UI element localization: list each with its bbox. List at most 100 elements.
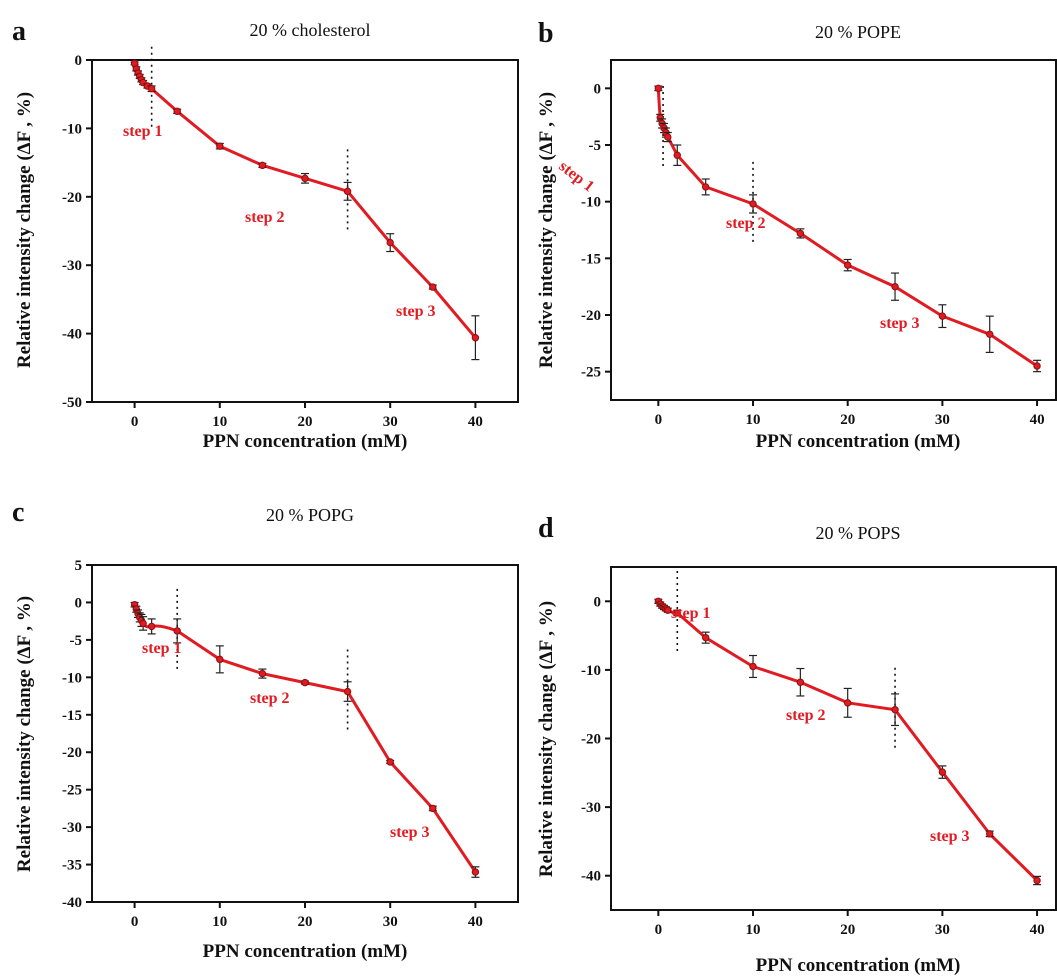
step-label: step 3 — [930, 828, 970, 845]
y-tick-label: -40 — [62, 895, 82, 911]
step-label: step 1 — [142, 640, 182, 657]
data-point — [429, 283, 437, 291]
y-tick-label: -30 — [62, 820, 82, 836]
x-tick-label: 10 — [746, 922, 761, 938]
step-label: step 3 — [880, 315, 920, 332]
y-tick-label: -25 — [62, 783, 82, 799]
step-label: step 2 — [786, 707, 826, 724]
chart-svg: a 20 % cholesterol 0 10 20 30 40 -50 -40 -30 -20 -1… — [12, 16, 519, 452]
chart-panel-a: a 20 % cholesterol 0 10 20 30 40 -50 -40 -30 -20 -1… — [0, 0, 528, 489]
data-point — [258, 161, 267, 170]
step-label: step 1 — [671, 605, 711, 622]
data-point — [654, 84, 663, 93]
fit-line — [656, 86, 1039, 368]
y-tick-label: -40 — [581, 869, 601, 885]
data-point — [749, 200, 757, 208]
y-tick-label: -15 — [62, 708, 82, 724]
step-label: step 1 — [123, 123, 163, 140]
panel-title: 20 % cholesterol — [250, 20, 371, 40]
data-point — [471, 868, 480, 876]
data-point — [796, 678, 805, 686]
panel-letter: b — [538, 18, 554, 49]
y-tick-label: -25 — [581, 365, 601, 381]
chart-svg: d 20 % POPS 0 10 20 30 40 -40 -30 -20 -10 0 PPN conc… — [536, 513, 1057, 976]
panel-title: 20 % POPG — [266, 505, 354, 525]
y-tick-label: -15 — [581, 251, 601, 267]
y-tick-label: 0 — [75, 53, 83, 69]
plot-frame — [610, 59, 1057, 401]
y-tick-label: -5 — [70, 633, 83, 649]
step-label: step 2 — [250, 690, 290, 707]
y-tick-label: -5 — [589, 138, 602, 154]
data-point — [301, 174, 309, 183]
panel-title: 20 % POPS — [815, 523, 900, 543]
data-point — [986, 830, 994, 838]
data-point — [844, 699, 852, 707]
data-point — [986, 330, 994, 338]
x-tick-label: 40 — [1030, 412, 1045, 428]
step-label: step 3 — [390, 824, 430, 841]
y-tick-label: 0 — [75, 595, 83, 611]
data-point — [301, 678, 309, 687]
data-point — [749, 662, 757, 671]
y-tick-label: 0 — [594, 81, 602, 97]
x-tick-label: 10 — [212, 414, 227, 430]
x-tick-label: 40 — [468, 914, 483, 930]
y-tick-label: 0 — [594, 594, 602, 610]
step-label: step 2 — [245, 209, 285, 226]
x-tick-label: 30 — [935, 412, 950, 428]
x-axis-title: PPN concentration (mM) — [756, 431, 961, 452]
data-point — [673, 609, 681, 617]
y-axis-title: Relative intensity change (ΔF , %) — [14, 92, 35, 368]
data-point — [386, 238, 394, 247]
data-point — [664, 606, 672, 614]
x-tick-label: 0 — [655, 922, 663, 938]
y-tick-label: -30 — [581, 800, 601, 816]
x-tick-label: 30 — [383, 414, 398, 430]
x-tick-label: 0 — [131, 914, 139, 930]
y-tick-label: -50 — [62, 395, 82, 411]
chart-svg: b 20 % POPE 0 10 20 30 40 -25 -20 -15 -10 -5 0 PPN co… — [536, 18, 1057, 452]
data-point — [891, 705, 899, 714]
x-tick-label: 20 — [840, 922, 855, 938]
data-point — [1033, 876, 1041, 885]
data-point — [938, 312, 947, 320]
data-point — [258, 669, 267, 678]
chart-panel-b: b 20 % POPE 0 10 20 30 40 -25 -20 -15 -10 -5 0 PPN co… — [528, 0, 1057, 489]
y-tick-label: -10 — [62, 670, 82, 686]
chart-panel-c: c 20 % POPG 0 10 20 30 40 -40 -35 -30 -25 -20 -15 -10… — [0, 489, 528, 978]
data-point — [343, 187, 352, 196]
x-axis-title: PPN concentration (mM) — [203, 431, 408, 452]
plot-frame — [91, 564, 519, 903]
data-point — [173, 627, 181, 635]
data-point — [701, 183, 710, 191]
y-tick-label: -35 — [62, 858, 82, 874]
x-tick-label: 30 — [383, 914, 398, 930]
y-tick-label: -10 — [581, 663, 601, 679]
data-point — [386, 758, 394, 766]
y-tick-label: -20 — [581, 308, 601, 324]
x-tick-label: 20 — [298, 414, 313, 430]
fit-line — [656, 599, 1039, 882]
x-tick-label: 30 — [935, 922, 950, 938]
data-point — [216, 655, 224, 664]
data-point — [673, 151, 681, 159]
plot-frame — [91, 59, 519, 403]
x-tick-label: 0 — [131, 414, 139, 430]
y-axis-title: Relative intensity change (ΔF , %) — [536, 601, 557, 877]
y-tick-label: -10 — [581, 195, 601, 211]
panel-letter: c — [12, 497, 24, 528]
x-tick-label: 20 — [298, 914, 313, 930]
y-axis-title: Relative intensity change (ΔF , %) — [14, 596, 35, 872]
data-point — [429, 804, 437, 813]
step-label: step 3 — [396, 303, 436, 320]
panel-title: 20 % POPE — [815, 22, 901, 42]
data-point — [139, 619, 147, 628]
data-point — [343, 687, 352, 696]
y-tick-label: -20 — [62, 745, 82, 761]
x-tick-label: 10 — [746, 412, 761, 428]
y-tick-label: -40 — [62, 327, 82, 343]
x-tick-label: 10 — [212, 914, 227, 930]
data-point — [664, 133, 672, 141]
